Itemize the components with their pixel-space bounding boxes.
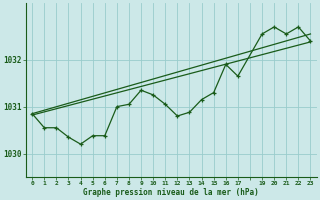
X-axis label: Graphe pression niveau de la mer (hPa): Graphe pression niveau de la mer (hPa) xyxy=(84,188,259,197)
